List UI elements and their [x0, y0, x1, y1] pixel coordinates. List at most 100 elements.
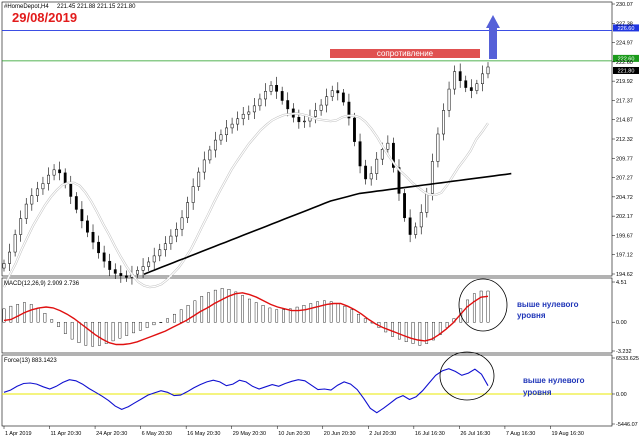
macd-histogram-bar	[288, 308, 292, 323]
price-candle-body	[225, 127, 228, 136]
price-candle-body	[197, 171, 201, 187]
up-arrow-icon	[486, 15, 500, 59]
price-candle-body	[319, 104, 323, 111]
x-axis-label: 20 Jun 20:30	[324, 431, 356, 437]
price-candle-body	[297, 117, 301, 123]
price-candle-body	[47, 174, 50, 184]
price-candle-body	[119, 273, 123, 276]
macd-histogram-bar	[50, 319, 54, 323]
price-tick-label: 219.92	[616, 79, 633, 85]
price-tick-label: 214.87	[616, 118, 633, 124]
price-candle-body	[325, 96, 329, 106]
price-candle-body	[69, 184, 73, 197]
price-tick-label: 217.37	[616, 98, 633, 104]
fast-ma-line	[3, 112, 489, 288]
macd-histogram-bar	[486, 290, 490, 323]
price-candle-body	[275, 85, 279, 92]
macd-histogram-bar	[479, 290, 483, 323]
chart-date: 29/08/2019	[12, 10, 77, 25]
x-axis-label: 2 Jul 20:30	[369, 431, 396, 437]
price-candle-body	[24, 203, 28, 219]
slow-ma-line	[143, 172, 512, 275]
price-candle-body	[481, 73, 484, 84]
macd-histogram-bar	[179, 309, 183, 323]
price-candle-body	[91, 232, 95, 243]
x-axis-label: 10 Jun 20:30	[278, 431, 310, 437]
force-highlight-circle	[439, 351, 495, 401]
macd-histogram	[2, 288, 490, 347]
price-tick-label: 204.72	[616, 195, 633, 201]
macd-histogram-bar	[438, 321, 442, 335]
price-candle-body	[469, 87, 473, 91]
price-candle-body	[380, 148, 384, 160]
macd-histogram-bar	[227, 289, 231, 323]
price-candle-body	[158, 249, 162, 257]
macd-histogram-bar	[77, 321, 81, 343]
price-candle-body	[13, 234, 17, 253]
macd-signal-line	[3, 292, 489, 346]
price-candle-body	[230, 123, 234, 129]
price-candle-body	[364, 165, 368, 180]
price-level-tag-label: 222.60	[618, 56, 635, 62]
force-tick-label: 6533.625	[616, 356, 639, 362]
price-candle-body	[202, 159, 206, 173]
macd-histogram-bar	[138, 321, 142, 331]
force-tick-label: -5446.07	[616, 422, 638, 428]
price-candle-body	[175, 228, 178, 237]
macd-histogram-bar	[323, 300, 326, 323]
macd-histogram-bar	[57, 321, 60, 327]
macd-histogram-bar	[268, 307, 272, 323]
price-candle-body	[141, 266, 145, 271]
macd-histogram-bar	[275, 309, 279, 323]
price-tick-label: 209.77	[616, 156, 633, 162]
price-candle-body	[408, 217, 412, 235]
macd-histogram-bar	[125, 321, 129, 336]
macd-histogram-bar	[329, 301, 333, 323]
macd-histogram-bar	[343, 305, 347, 323]
x-axis-label: 19 Aug 16:30	[551, 431, 583, 437]
macd-histogram-bar	[295, 306, 299, 323]
macd-histogram-bar	[411, 321, 415, 344]
price-candle-body	[447, 88, 451, 111]
macd-histogram-bar	[29, 304, 33, 323]
macd-histogram-bar	[432, 321, 435, 341]
macd-histogram-bar	[166, 318, 169, 323]
price-candle-body	[392, 142, 395, 168]
force-tick-label: 0.00	[616, 392, 627, 398]
macd-histogram-bar	[186, 305, 190, 323]
price-candle-body	[58, 169, 62, 174]
x-axis-label: 1 Apr 2019	[5, 431, 32, 437]
price-candle-body	[180, 217, 184, 230]
price-candle-body	[247, 111, 251, 115]
resistance-box	[330, 49, 480, 58]
macd-histogram-bar	[350, 309, 354, 323]
price-candles	[2, 62, 490, 285]
price-tick-label: 224.97	[616, 41, 633, 47]
macd-histogram-bar	[220, 288, 224, 323]
price-candle-body	[252, 105, 256, 113]
force-header: Force(13) 883.1423	[4, 358, 57, 364]
price-tick-label: 202.17	[616, 214, 633, 220]
macd-histogram-bar	[363, 318, 367, 323]
macd-tick-label: 4.51	[616, 280, 627, 286]
x-axis-label: 11 Apr 20:30	[51, 431, 82, 437]
macd-histogram-bar	[384, 321, 388, 333]
price-candle-body	[152, 255, 156, 263]
force-line	[3, 368, 489, 414]
ohlc-readout: 221.45 221.88 221.15 221.80	[57, 4, 136, 10]
price-candle-body	[97, 241, 100, 254]
x-axis-label: 16 Jul 16:30	[415, 431, 445, 437]
macd-histogram-bar	[254, 302, 258, 323]
macd-histogram-bar	[466, 299, 469, 323]
force-note-line2: уровня	[523, 388, 552, 397]
price-candle-body	[375, 158, 379, 174]
price-candle-body	[314, 110, 317, 117]
macd-header: MACD(12,26,9) 2.909 2.736	[4, 281, 80, 287]
macd-histogram-bar	[152, 321, 156, 326]
price-candle-body	[8, 251, 11, 264]
price-candle-body	[347, 101, 351, 119]
macd-histogram-bar	[213, 289, 217, 323]
macd-histogram-bar	[104, 321, 108, 344]
